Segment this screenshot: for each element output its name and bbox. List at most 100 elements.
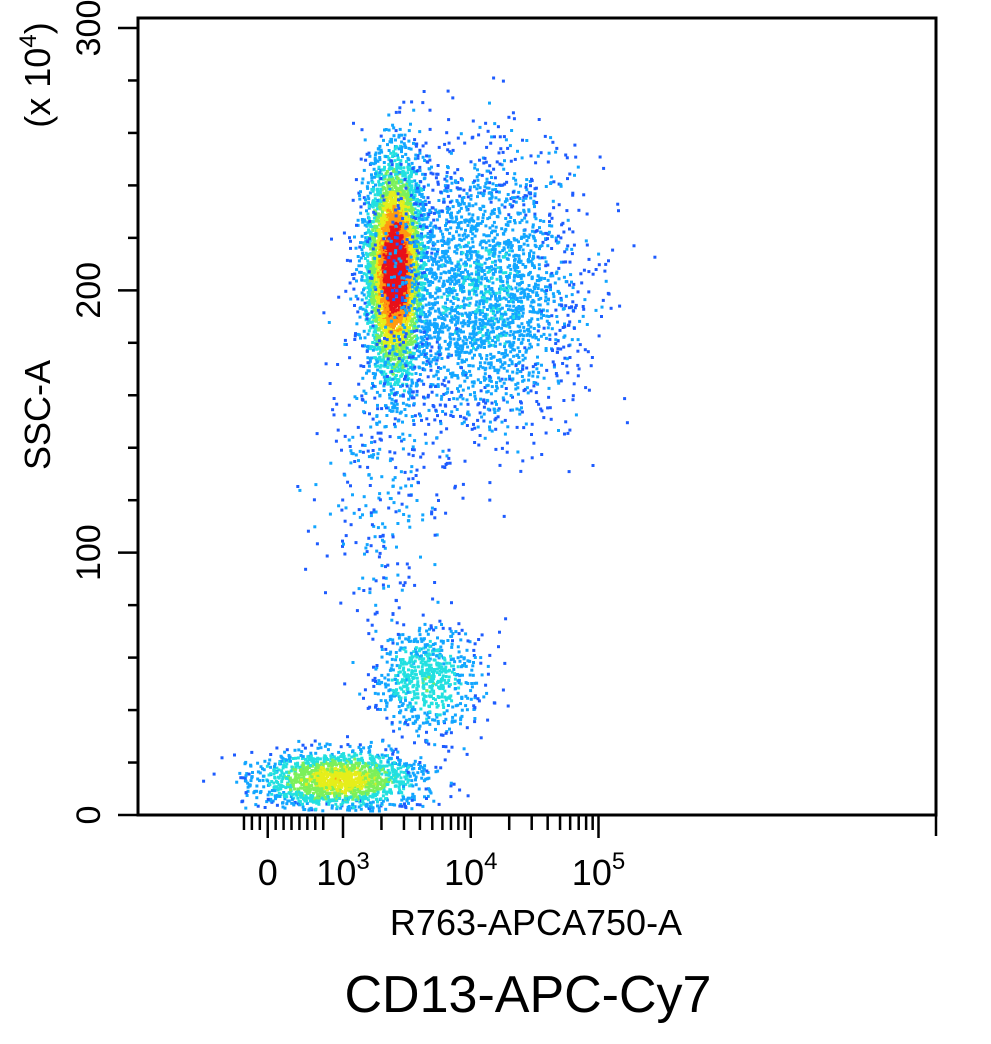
event-point <box>409 230 412 234</box>
event-point <box>489 356 493 360</box>
event-point <box>444 224 447 227</box>
event-point <box>400 345 404 349</box>
event-point <box>371 333 375 337</box>
event-point <box>366 181 370 185</box>
event-point <box>408 245 412 249</box>
event-point <box>389 201 393 204</box>
event-point <box>538 247 541 251</box>
event-point <box>359 270 363 274</box>
event-point <box>396 177 400 180</box>
event-point <box>516 282 519 286</box>
event-point <box>465 350 469 354</box>
event-point <box>478 158 481 162</box>
event-point <box>495 277 499 281</box>
event-point <box>393 159 397 163</box>
event-point <box>426 292 429 295</box>
event-point <box>418 286 422 290</box>
event-point <box>395 332 399 335</box>
event-point <box>516 353 520 357</box>
event-point <box>545 309 549 313</box>
event-point <box>414 230 418 233</box>
event-point <box>409 122 412 126</box>
event-point <box>472 250 476 254</box>
event-point <box>400 268 404 272</box>
event-point <box>453 277 457 281</box>
event-point <box>413 232 417 236</box>
event-point <box>382 186 386 190</box>
event-point <box>395 229 399 233</box>
event-point <box>423 172 427 176</box>
event-point <box>365 371 368 375</box>
event-point <box>406 191 410 195</box>
event-point <box>374 248 377 252</box>
event-point <box>396 284 400 287</box>
event-point <box>395 410 399 414</box>
event-point <box>392 150 396 154</box>
event-point <box>369 320 372 324</box>
event-point <box>559 347 563 351</box>
event-point <box>413 234 417 238</box>
event-point <box>398 350 402 354</box>
event-point <box>374 172 377 176</box>
event-point <box>385 170 389 173</box>
event-point <box>423 315 427 319</box>
event-point <box>414 172 418 176</box>
event-point <box>367 151 371 155</box>
event-point <box>373 156 377 160</box>
event-point <box>395 335 399 339</box>
event-point <box>455 374 459 378</box>
event-point <box>373 197 377 201</box>
event-point <box>403 244 407 247</box>
event-point <box>388 317 392 321</box>
event-point <box>382 354 386 358</box>
event-point <box>379 187 383 191</box>
event-point <box>350 273 354 276</box>
event-point <box>374 183 377 187</box>
event-point <box>565 156 569 160</box>
event-point <box>430 165 433 169</box>
event-point <box>358 197 362 201</box>
event-point <box>374 203 378 207</box>
event-point <box>415 312 419 315</box>
event-point <box>383 195 387 199</box>
event-point <box>368 267 372 271</box>
event-point <box>370 274 374 278</box>
event-point <box>373 212 377 216</box>
event-point <box>382 237 386 241</box>
event-point <box>399 297 402 301</box>
event-point <box>494 389 498 393</box>
event-point <box>389 287 393 291</box>
event-point <box>376 278 380 282</box>
event-point <box>385 286 389 290</box>
event-point <box>397 359 401 363</box>
event-point <box>427 259 431 263</box>
event-point <box>402 369 406 372</box>
event-point <box>374 151 378 155</box>
event-point <box>399 315 403 319</box>
event-point <box>385 375 389 378</box>
event-point <box>420 312 424 316</box>
event-point <box>389 175 393 179</box>
event-point <box>378 254 382 258</box>
event-point <box>405 359 409 363</box>
event-point <box>382 302 386 306</box>
event-point <box>377 323 381 327</box>
event-point <box>373 158 377 162</box>
event-point <box>404 205 407 209</box>
event-point <box>521 353 525 357</box>
event-point <box>397 262 401 265</box>
event-point <box>411 302 415 306</box>
event-point <box>409 250 413 253</box>
event-point <box>394 241 397 245</box>
event-point <box>417 304 420 308</box>
event-point <box>507 253 511 257</box>
event-point <box>430 232 434 236</box>
event-point <box>407 192 411 195</box>
event-point <box>460 305 463 308</box>
event-point <box>365 231 369 235</box>
event-point <box>430 268 434 272</box>
event-point <box>558 291 561 295</box>
event-point <box>427 357 431 361</box>
event-point <box>384 287 388 291</box>
event-point <box>404 328 408 332</box>
